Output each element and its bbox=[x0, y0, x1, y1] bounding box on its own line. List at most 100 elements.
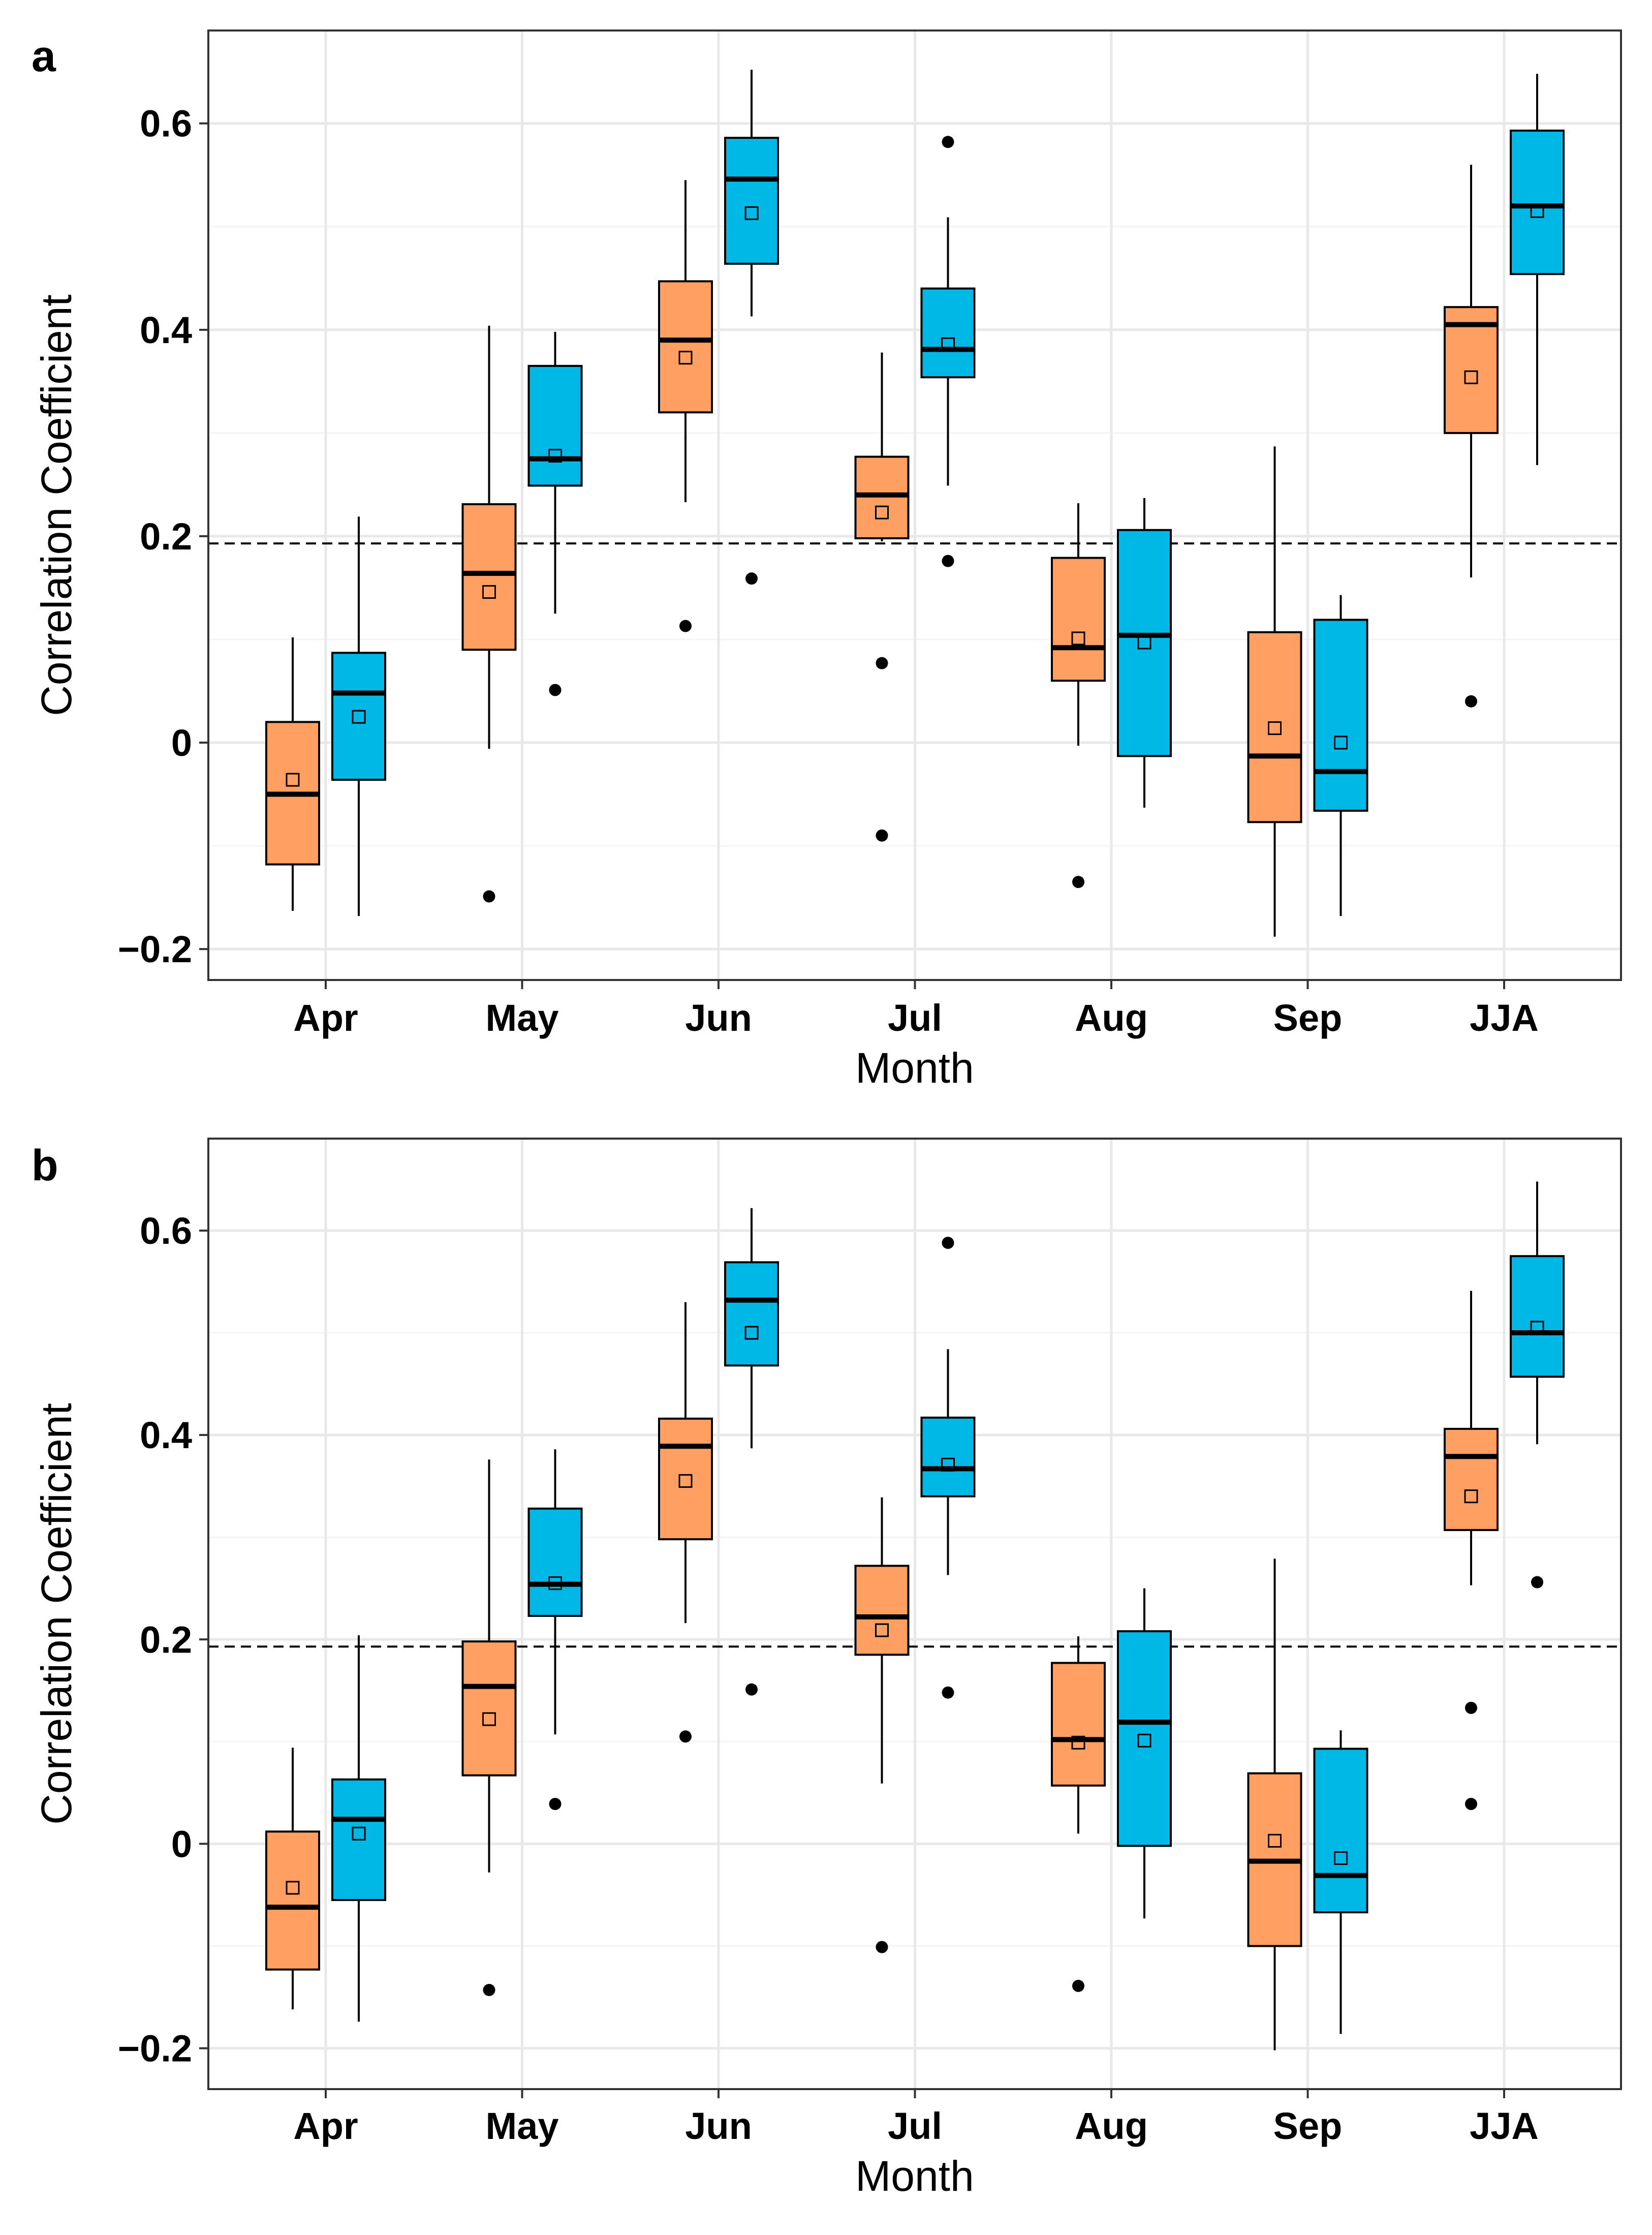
box-blue-may bbox=[527, 331, 583, 696]
mean-marker bbox=[678, 1474, 693, 1488]
outlier-point bbox=[745, 1683, 758, 1696]
box-blue-jul bbox=[920, 136, 976, 567]
box-iqr bbox=[1313, 619, 1368, 812]
y-tick-label: 0 bbox=[171, 722, 192, 764]
outlier-point bbox=[1465, 1701, 1477, 1714]
box-orange-jun bbox=[658, 1302, 713, 1743]
outlier-point bbox=[1072, 876, 1084, 889]
box-orange-apr bbox=[265, 1748, 320, 2010]
box-iqr bbox=[1117, 1630, 1172, 1847]
mean-marker bbox=[482, 1712, 496, 1726]
y-tick-label: 0.4 bbox=[140, 1414, 192, 1456]
box-orange-jul bbox=[854, 1497, 910, 1953]
y-tick-label: 0.2 bbox=[140, 1618, 192, 1661]
box-iqr bbox=[1051, 557, 1106, 682]
box-iqr bbox=[1117, 529, 1172, 757]
outlier-point bbox=[745, 572, 758, 585]
x-tick-label: May bbox=[486, 997, 559, 1039]
x-tick-label: JJA bbox=[1470, 2105, 1539, 2147]
x-tick-label: Aug bbox=[1075, 997, 1148, 1039]
y-tick-label: 0.6 bbox=[140, 1210, 192, 1252]
box-iqr bbox=[1247, 631, 1302, 823]
mean-marker bbox=[548, 449, 562, 463]
outlier-point bbox=[876, 1941, 888, 1953]
panel-b: −0.2 0 0.2 0.4 0.6 Apr May Jun Jul Aug Sep JJA Month… bbox=[32, 1138, 1622, 2200]
outlier-point bbox=[483, 890, 495, 903]
box-blue-sep bbox=[1313, 1730, 1368, 2034]
box-iqr bbox=[1444, 1428, 1499, 1532]
box-iqr bbox=[920, 1416, 976, 1497]
box-blue-sep bbox=[1313, 595, 1368, 916]
x-tick-label: Sep bbox=[1273, 997, 1343, 1039]
box-iqr bbox=[461, 1640, 517, 1777]
x-tick-label: Apr bbox=[293, 997, 358, 1039]
mean-marker bbox=[1137, 1733, 1151, 1748]
mean-marker bbox=[1071, 631, 1085, 646]
mean-marker bbox=[1268, 1833, 1282, 1848]
box-iqr bbox=[658, 280, 713, 414]
mean-marker bbox=[1464, 370, 1478, 384]
mean-marker bbox=[548, 1576, 562, 1590]
x-tick-label: Apr bbox=[293, 2105, 358, 2147]
box-iqr bbox=[920, 287, 976, 379]
box-iqr bbox=[331, 1778, 386, 1902]
outlier-point bbox=[876, 657, 888, 669]
box-iqr bbox=[658, 1417, 713, 1541]
x-tick-label: May bbox=[486, 2105, 559, 2147]
box-iqr bbox=[1444, 306, 1499, 434]
panel-letter: b bbox=[32, 1141, 58, 1190]
outlier-point bbox=[1072, 1979, 1084, 1992]
mean-marker bbox=[875, 505, 889, 519]
panel-letter: a bbox=[32, 32, 56, 81]
outlier-point bbox=[942, 1686, 954, 1699]
box-iqr bbox=[1510, 1255, 1565, 1378]
x-tick-label: Jun bbox=[685, 2105, 752, 2147]
box-iqr bbox=[1051, 1662, 1106, 1787]
y-tick-label: −0.2 bbox=[118, 2028, 192, 2070]
box-blue-aug bbox=[1117, 1588, 1172, 1919]
mean-marker bbox=[1464, 1489, 1478, 1504]
y-tick-label: 0.2 bbox=[140, 515, 192, 558]
box-iqr bbox=[265, 1830, 320, 1971]
x-axis-title: Month bbox=[855, 2152, 974, 2200]
box-iqr bbox=[1510, 129, 1565, 275]
box-orange-aug bbox=[1051, 503, 1106, 889]
mean-marker bbox=[744, 206, 759, 220]
x-tick-label: JJA bbox=[1470, 997, 1539, 1039]
box-blue-may bbox=[527, 1449, 583, 1810]
mean-marker bbox=[352, 710, 366, 724]
box-blue-jun bbox=[724, 70, 779, 585]
mean-marker bbox=[352, 1826, 366, 1841]
y-axis-title: Correlation Coefficient bbox=[33, 1403, 80, 1825]
x-tick-label: Jun bbox=[685, 997, 752, 1039]
y-tick-label: 0 bbox=[171, 1823, 192, 1865]
mean-marker bbox=[678, 351, 693, 365]
outlier-point bbox=[483, 1983, 495, 1996]
mean-marker bbox=[1268, 721, 1282, 736]
panel-a: −0.2 0 0.2 0.4 0.6 Apr May Jun Jul Aug Sep JJA Month… bbox=[32, 29, 1622, 1092]
x-tick-label: Jul bbox=[888, 2105, 942, 2147]
x-axis-title: Month bbox=[855, 1044, 974, 1092]
box-orange-apr bbox=[265, 637, 320, 911]
outlier-point bbox=[679, 620, 692, 632]
box-blue-jul bbox=[920, 1237, 976, 1699]
mean-marker bbox=[875, 1623, 889, 1637]
box-blue-apr bbox=[331, 1635, 386, 2022]
mean-marker bbox=[1071, 1735, 1085, 1750]
outlier-point bbox=[942, 136, 954, 148]
y-axis-title: Correlation Coefficient bbox=[33, 294, 80, 716]
mean-marker bbox=[1530, 1321, 1544, 1335]
box-blue-jja bbox=[1510, 74, 1565, 465]
x-tick-label: Jul bbox=[888, 997, 942, 1039]
outlier-point bbox=[876, 829, 888, 842]
box-blue-jun bbox=[724, 1208, 779, 1696]
box-iqr bbox=[1313, 1748, 1368, 1914]
mean-marker bbox=[1334, 736, 1348, 750]
box-iqr bbox=[461, 503, 517, 651]
box-blue-jja bbox=[1510, 1181, 1565, 1588]
y-tick-label: 0.4 bbox=[140, 309, 192, 351]
box-orange-sep bbox=[1247, 1558, 1302, 2050]
box-orange-jun bbox=[658, 180, 713, 632]
box-blue-apr bbox=[331, 516, 386, 916]
box-iqr bbox=[527, 1507, 583, 1617]
